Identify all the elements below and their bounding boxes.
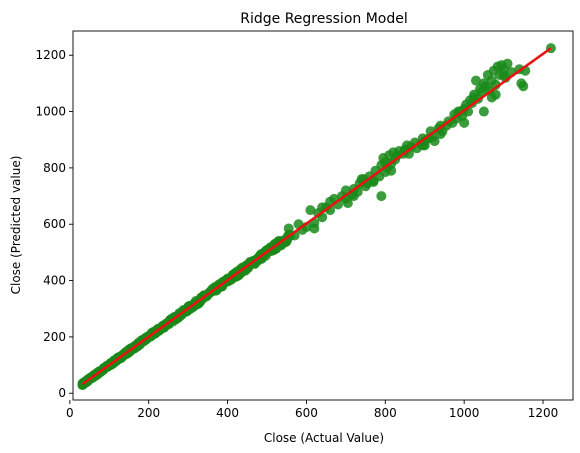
x-tick-label: 200 — [137, 406, 160, 420]
x-tick-label: 600 — [295, 406, 318, 420]
y-axis-label: Close (Predicted value) — [9, 156, 23, 295]
y-tick-label: 1000 — [35, 105, 66, 119]
data-point — [342, 198, 353, 209]
data-point — [478, 106, 489, 117]
y-tick-label: 0 — [58, 386, 66, 400]
plot-frame — [72, 30, 574, 401]
plot-area — [77, 43, 556, 391]
x-tick-label: 800 — [374, 406, 397, 420]
regression-line — [81, 47, 552, 386]
y-tick-label: 800 — [43, 161, 66, 175]
y-tick-label: 400 — [43, 274, 66, 288]
data-point — [459, 117, 470, 128]
y-tick-label: 200 — [43, 330, 66, 344]
data-point — [309, 223, 320, 234]
data-point — [502, 58, 513, 69]
data-point — [386, 165, 397, 176]
data-point — [376, 191, 387, 202]
chart-title: Ridge Regression Model — [240, 11, 408, 27]
data-point — [469, 92, 480, 103]
data-point — [470, 75, 481, 86]
x-tick-label: 400 — [216, 406, 239, 420]
y-tick-label: 600 — [43, 217, 66, 231]
x-tick-label: 1000 — [449, 406, 480, 420]
data-point — [518, 81, 529, 92]
data-point — [283, 223, 294, 234]
data-point — [348, 191, 359, 202]
y-tick-label: 1200 — [35, 48, 66, 62]
data-point — [305, 205, 316, 216]
data-point — [486, 92, 497, 103]
data-point — [498, 69, 509, 80]
data-point — [429, 136, 440, 147]
axes: 0 200 400 600 800 1000 1200 0 200 400 600 800 1000 12… — [35, 30, 574, 420]
x-tick-label: 0 — [66, 406, 74, 420]
x-axis-label: Close (Actual Value) — [264, 431, 384, 445]
x-tick-label: 1200 — [528, 406, 559, 420]
